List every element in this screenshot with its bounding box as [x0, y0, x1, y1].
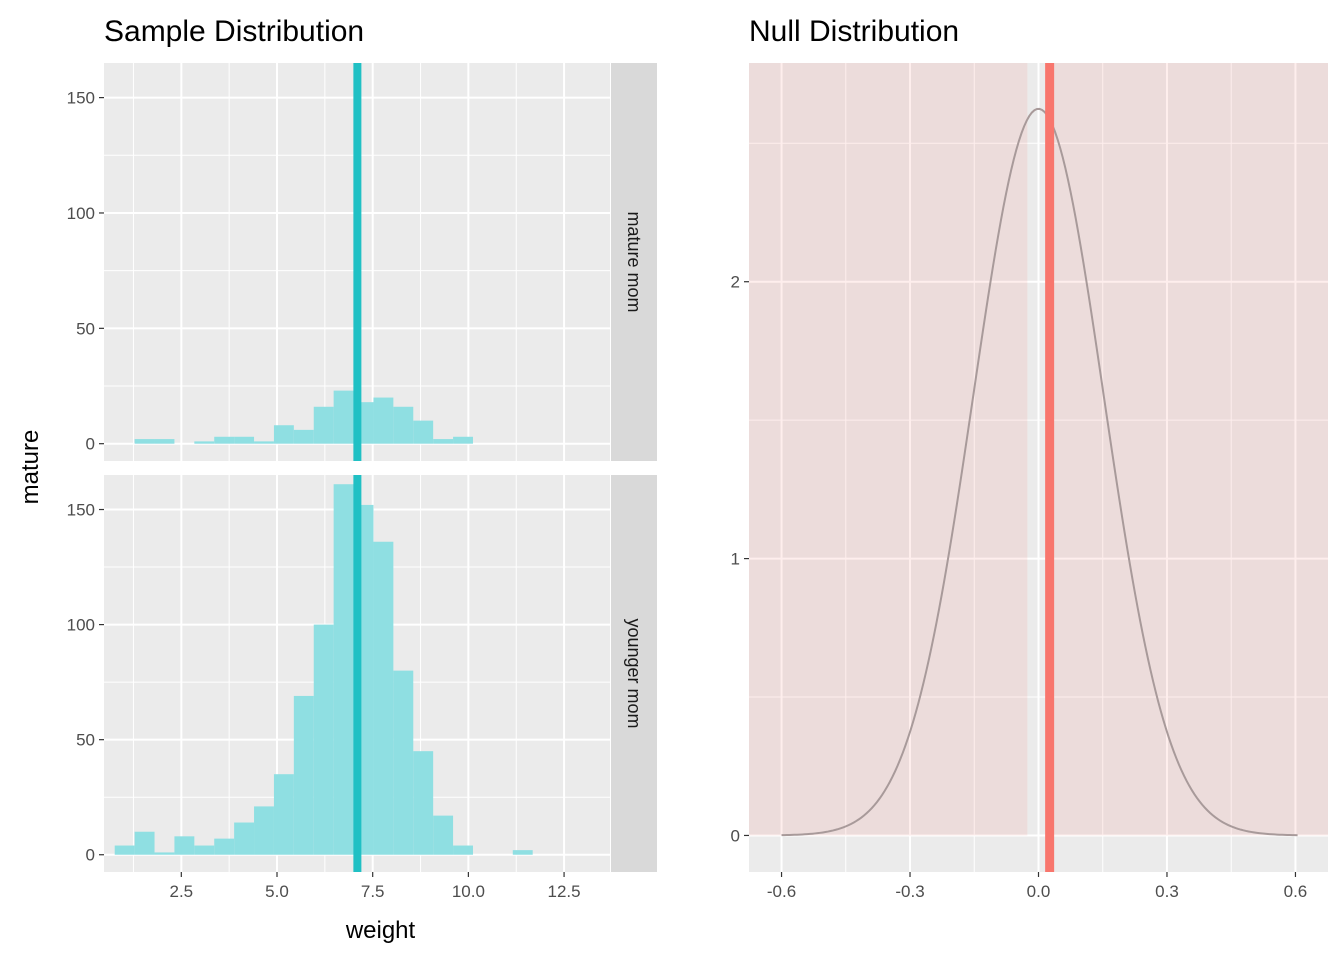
histogram-bar	[273, 774, 294, 855]
sample-distribution-title: Sample Distribution	[104, 15, 364, 48]
p-value-shade	[749, 63, 1028, 836]
density-curve	[781, 107, 1298, 837]
y-tick-label: 100	[67, 204, 95, 223]
histogram-bar	[413, 751, 434, 855]
y-tick-label: 50	[76, 731, 95, 750]
histogram-bar	[333, 484, 354, 855]
strip-label: mature mom	[624, 211, 644, 312]
histogram-bar	[254, 441, 274, 444]
y-tick-label: 0	[86, 846, 95, 865]
histogram-bar	[313, 624, 334, 855]
histogram-bar	[512, 850, 533, 855]
y-tick-label: 50	[76, 319, 95, 338]
histogram-bar	[293, 429, 314, 444]
x-tick-label: 0.0	[1027, 882, 1051, 901]
y-tick-label: 150	[67, 501, 95, 520]
facet-strip	[611, 63, 657, 461]
histogram-bar	[273, 425, 294, 444]
x-tick-label: 2.5	[169, 882, 193, 901]
histogram-bar	[313, 406, 334, 444]
facet-panel: 0 50 100 150 younger mom	[67, 475, 657, 872]
x-tick-label: 0.3	[1155, 882, 1179, 901]
y-tick-label: 100	[67, 616, 95, 635]
histogram-bar	[194, 441, 215, 444]
histogram-bar	[433, 439, 454, 444]
histogram-bar	[293, 695, 314, 855]
histogram-bar	[393, 406, 414, 444]
histogram-bar	[234, 436, 255, 444]
null-distribution-title: Null Distribution	[749, 15, 959, 48]
y-axis-title: mature	[17, 430, 44, 505]
facet-strip	[611, 475, 657, 872]
histogram-bar	[214, 436, 235, 444]
null-distribution-chart: Null Distribution -0.6 -0.3 0.0 0.3 0.6 0 1 2	[731, 15, 1328, 901]
histogram-bar	[453, 845, 473, 855]
histogram-bar	[254, 806, 274, 855]
y-tick-label: 0	[86, 435, 95, 454]
y-tick-label: 2	[731, 273, 740, 292]
x-tick-label: 7.5	[361, 882, 385, 901]
x-tick-label: 10.0	[452, 882, 485, 901]
strip-label: younger mom	[624, 618, 644, 728]
histogram-bar	[234, 822, 255, 855]
histogram-bar	[174, 836, 195, 855]
y-tick-label: 0	[731, 826, 740, 845]
x-tick-label: 0.6	[1284, 882, 1308, 901]
histogram-bar	[453, 436, 473, 444]
x-axis-title: weight	[345, 917, 416, 944]
histogram-bar	[373, 541, 394, 855]
facet-panel: 0 50 100 150 mature mom	[67, 63, 657, 461]
histogram-bar	[433, 815, 454, 855]
histogram-bar	[134, 831, 155, 855]
histogram-bar	[373, 397, 394, 444]
x-tick-label: -0.6	[767, 882, 796, 901]
histogram-bar	[333, 390, 354, 444]
x-tick-label: 12.5	[548, 882, 581, 901]
histogram-bar	[214, 838, 235, 855]
null-distribution-panel: -0.6 -0.3 0.0 0.3 0.6 0 1 2	[731, 63, 1328, 901]
y-tick-label: 150	[67, 89, 95, 108]
histogram-bar	[194, 845, 215, 855]
histogram-bar	[114, 845, 135, 855]
histogram-bar	[154, 439, 175, 444]
x-tick-label: 5.0	[265, 882, 289, 901]
histogram-bar	[393, 670, 414, 855]
y-tick-label: 1	[731, 550, 740, 569]
sample-distribution-chart: Sample Distribution mature weight 0 50 100…	[17, 15, 657, 944]
histogram-bar	[413, 420, 434, 444]
histogram-bar	[154, 852, 175, 855]
x-tick-label: -0.3	[895, 882, 924, 901]
p-value-shade	[1049, 63, 1328, 836]
histogram-bar	[134, 439, 155, 444]
facet-panels: 0 50 100 150 mature mom 0 50 100 150 younger mom 2…	[67, 63, 657, 901]
